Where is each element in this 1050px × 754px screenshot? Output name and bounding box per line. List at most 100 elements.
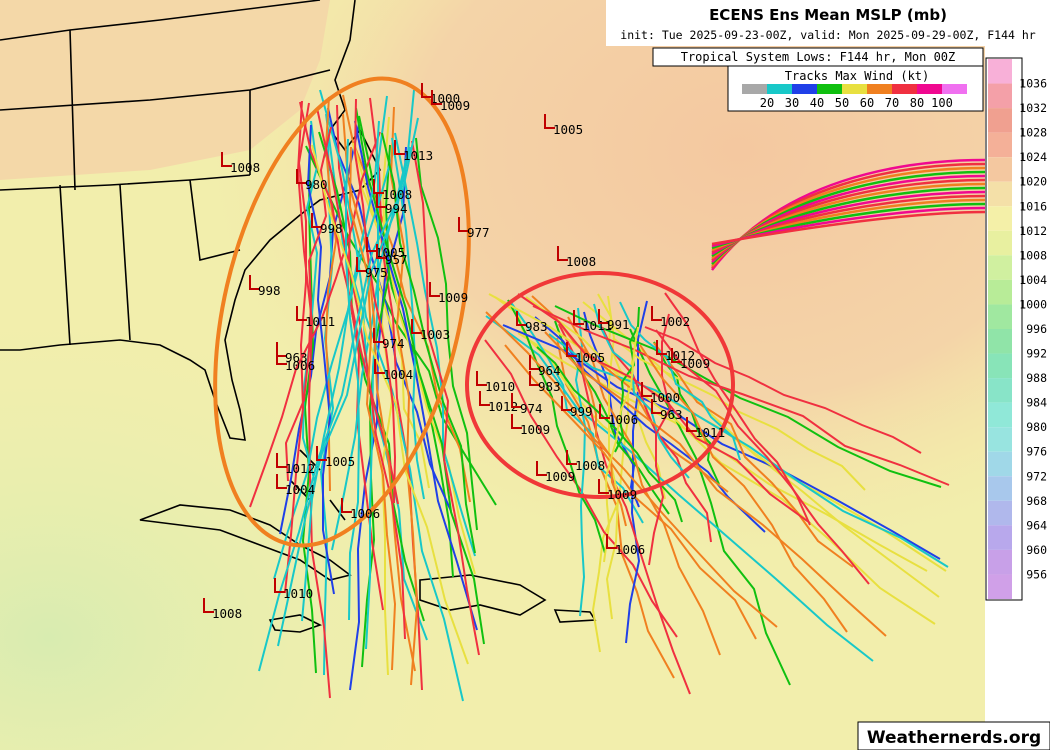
colorbar-label: 956 — [1026, 567, 1047, 581]
low-marker — [651, 399, 662, 414]
track — [331, 89, 415, 551]
low-marker — [276, 453, 287, 468]
track — [629, 328, 791, 686]
low-label: 1006 — [350, 506, 380, 521]
low-marker — [373, 179, 384, 194]
low-marker — [544, 114, 555, 129]
low-marker — [511, 393, 522, 408]
low-label: 1011 — [305, 314, 335, 329]
wind-swatch — [842, 84, 867, 94]
wind-legend-title: Tracks Max Wind (kt) — [785, 69, 930, 83]
colorbar-label: 1000 — [1019, 297, 1047, 311]
track — [258, 117, 419, 672]
track — [296, 100, 331, 699]
low-label: 1008 — [575, 458, 605, 473]
low-marker — [203, 598, 214, 613]
wind-label: 30 — [785, 96, 799, 110]
track — [411, 140, 480, 656]
low-marker — [641, 382, 652, 397]
low-marker — [476, 371, 487, 386]
low-label: 998 — [320, 221, 343, 236]
init-valid: init: Tue 2025-09-23-00Z, valid: Mon 202… — [620, 28, 1035, 42]
colorbar-band — [988, 525, 1012, 550]
track — [301, 145, 317, 674]
low-marker — [529, 355, 540, 370]
low-label: 1000 — [650, 390, 680, 405]
track — [355, 107, 485, 645]
low-marker — [376, 193, 387, 208]
low-marker — [249, 275, 260, 290]
low-marker — [573, 310, 584, 325]
low-marker — [529, 371, 540, 386]
track — [504, 344, 757, 640]
wind-swatch — [767, 84, 792, 94]
low-marker — [376, 244, 387, 259]
track — [365, 95, 388, 650]
low-label: 991 — [607, 317, 630, 332]
colorbar-band — [988, 108, 1012, 133]
highlight-ellipse — [465, 271, 735, 499]
low-marker — [656, 340, 667, 355]
watermark: Weathernerds.org — [867, 728, 1041, 748]
track — [532, 305, 950, 486]
low-marker — [316, 446, 327, 461]
colorbar-band — [988, 402, 1012, 428]
colorbar-band — [988, 157, 1012, 182]
track — [484, 339, 678, 638]
low-label: 1011 — [582, 318, 612, 333]
low-marker — [479, 391, 490, 406]
track — [327, 107, 452, 512]
low-marker — [276, 350, 287, 365]
low-marker — [458, 217, 469, 232]
highlight-ellipse — [213, 76, 471, 548]
low-marker — [394, 140, 405, 155]
colorbar-band — [988, 230, 1012, 256]
low-label: 1009 — [607, 487, 637, 502]
low-label: 1002 — [660, 314, 690, 329]
colorbar-band — [988, 353, 1012, 379]
low-marker — [511, 414, 522, 429]
wind-label: 100 — [931, 96, 953, 110]
low-label: 1006 — [285, 358, 315, 373]
low-label: 1006 — [608, 412, 638, 427]
low-label: 1009 — [440, 98, 470, 113]
low-label: 994 — [385, 201, 408, 216]
low-label: 1008 — [566, 254, 596, 269]
colorbar-label: 968 — [1026, 494, 1047, 508]
colorbar-band — [988, 378, 1012, 403]
low-label: 1005 — [553, 122, 583, 137]
track — [603, 326, 639, 563]
track — [349, 146, 407, 691]
track — [485, 311, 778, 628]
track — [277, 146, 411, 647]
low-marker — [341, 498, 352, 513]
wind-label: 80 — [910, 96, 924, 110]
low-label: 1005 — [325, 454, 355, 469]
wind-label: 20 — [760, 96, 774, 110]
wind-label: 70 — [885, 96, 899, 110]
low-marker — [599, 404, 610, 419]
track — [354, 120, 478, 631]
watermark-box — [857, 721, 1050, 751]
track — [593, 303, 690, 479]
track — [639, 344, 848, 633]
low-marker — [373, 328, 384, 343]
low-label: 974 — [382, 336, 405, 351]
colorbar-label: 960 — [1026, 543, 1047, 557]
low-marker — [536, 461, 547, 476]
low-label: 1009 — [680, 356, 710, 371]
track — [319, 133, 335, 676]
colorbar-label: 992 — [1026, 347, 1047, 361]
coastlines — [0, 0, 597, 633]
low-label: 1010 — [485, 379, 515, 394]
track — [391, 137, 425, 500]
wind-swatch — [942, 84, 967, 94]
low-marker — [651, 306, 662, 321]
land-shading — [0, 0, 330, 180]
track — [301, 120, 319, 483]
colorbar-band — [988, 476, 1012, 501]
track — [394, 132, 476, 557]
colorbar-label: 1036 — [1019, 77, 1047, 91]
low-label: 977 — [467, 225, 490, 240]
colorbar-label: 988 — [1026, 371, 1047, 385]
